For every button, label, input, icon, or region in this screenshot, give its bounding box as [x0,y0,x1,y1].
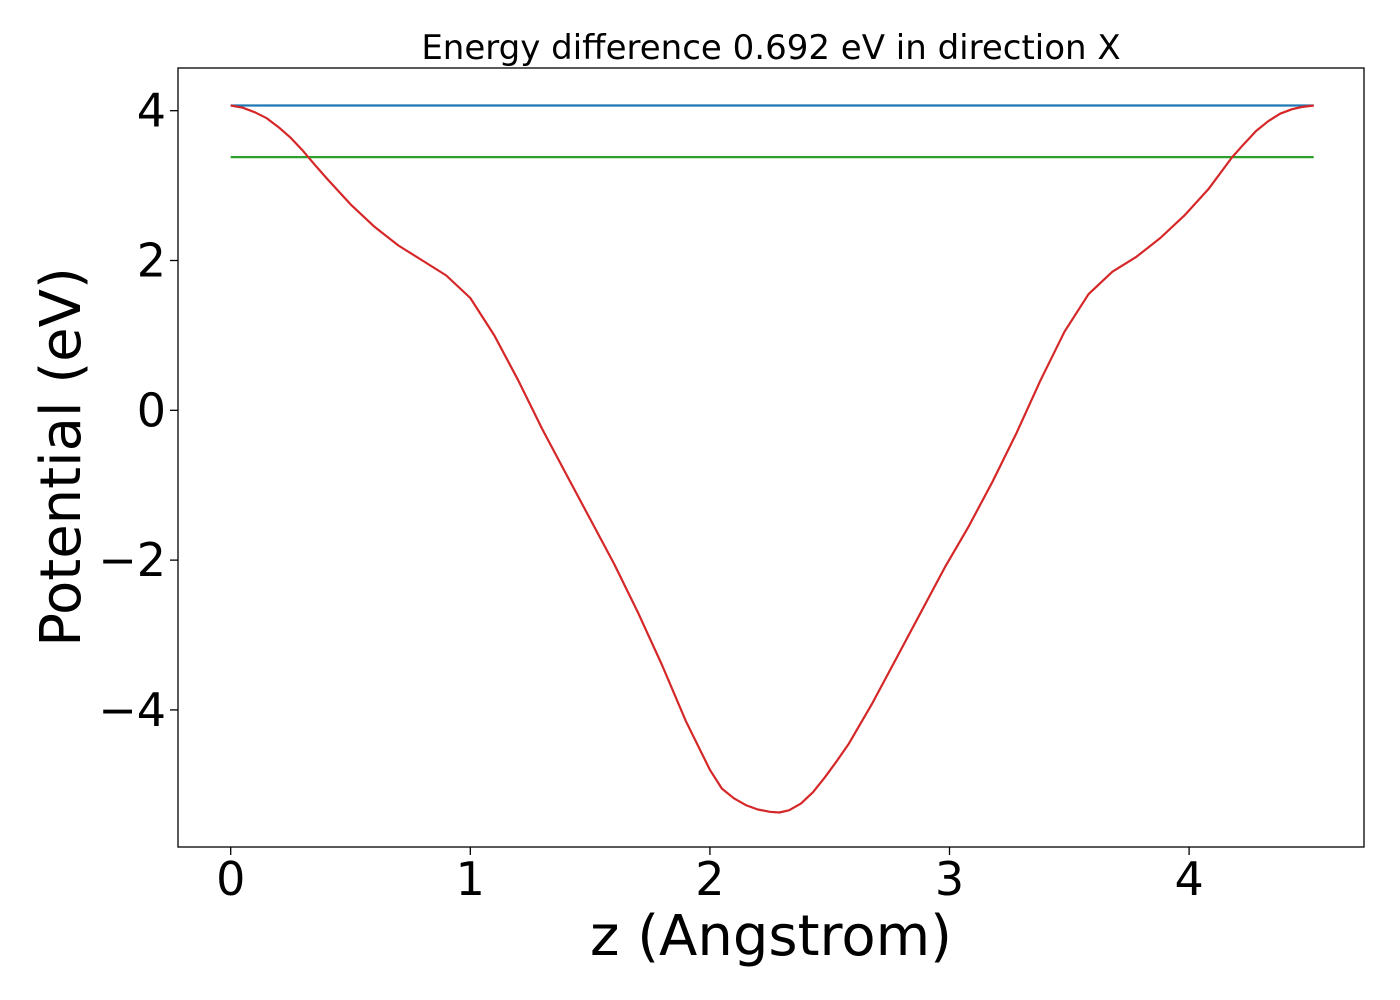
x-axis-label: z (Angstrom) [590,904,952,969]
series-layer [230,104,1314,814]
series-line-3 [230,104,1314,814]
y-tick-label: −2 [98,533,166,587]
x-tick-label: 0 [216,852,245,906]
chart-title: Energy difference 0.692 eV in direction … [421,28,1120,68]
y-axis-label: Potential (eV) [29,267,94,647]
y-tick-label: 2 [137,234,166,288]
y-tick-label: 0 [137,383,166,437]
x-axis-ticks: 0 1 2 3 4 [216,847,1204,906]
y-tick-label: 4 [137,84,166,138]
x-tick-label: 1 [456,852,485,906]
plot-frame [177,67,1365,848]
x-tick-label: 3 [935,852,964,906]
x-tick-label: 2 [695,852,724,906]
y-tick-label: −4 [98,683,166,737]
x-tick-label: 4 [1174,852,1203,906]
y-axis-ticks: −4 −2 0 2 4 [98,84,178,737]
